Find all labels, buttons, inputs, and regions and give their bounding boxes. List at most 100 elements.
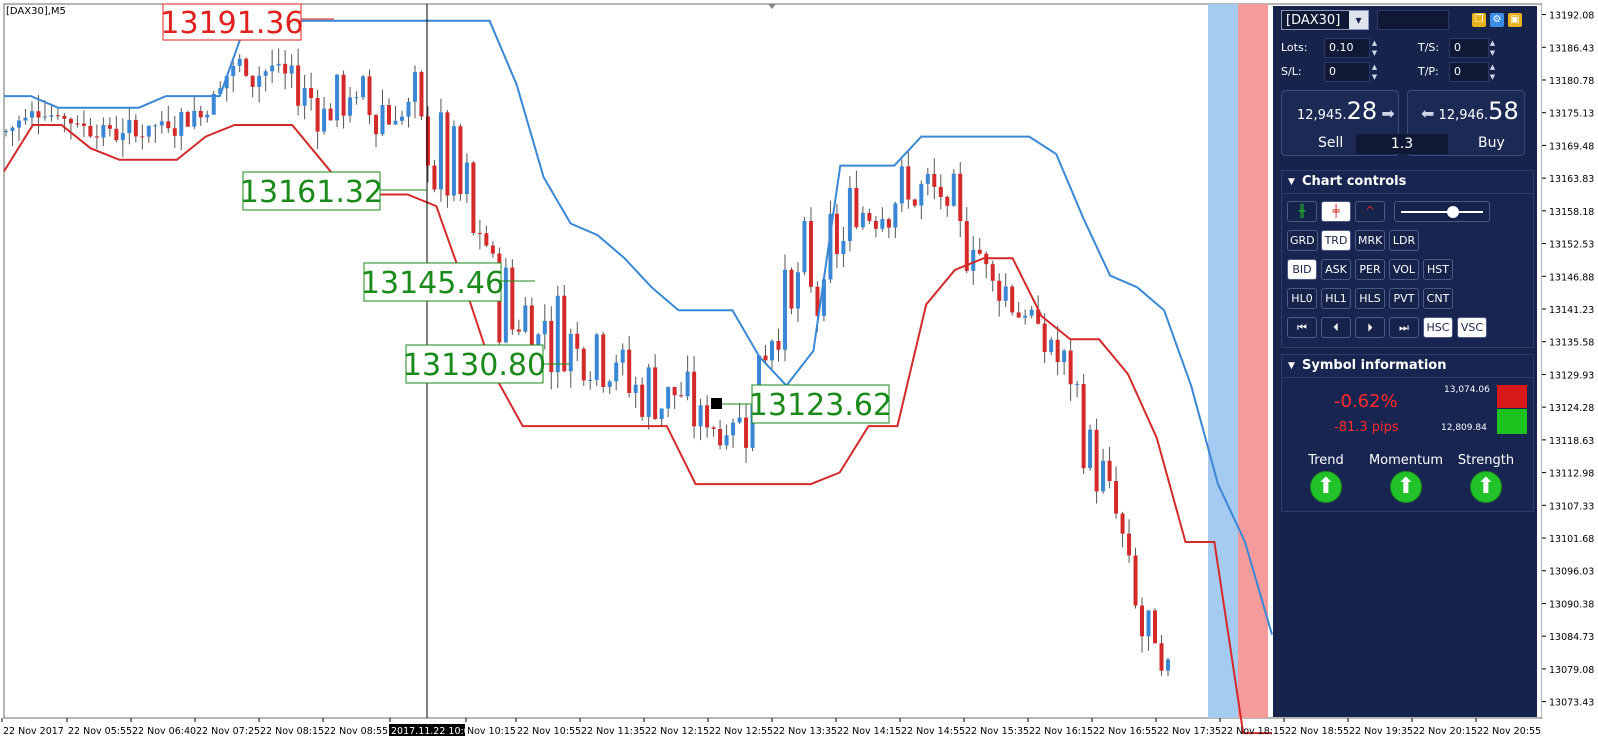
buy-label: Buy xyxy=(1478,135,1505,151)
buy-button[interactable]: ⬅ 12,946.58 Buy xyxy=(1407,90,1525,156)
price-label-frame xyxy=(242,171,381,211)
control-button-vol[interactable]: VOL xyxy=(1389,259,1419,280)
candle-body xyxy=(68,118,73,124)
control-button-hsc[interactable]: HSC xyxy=(1423,317,1453,338)
candle-body xyxy=(562,295,567,372)
low-bar xyxy=(1497,409,1527,434)
line-chart-icon: ^ xyxy=(1364,204,1376,218)
candle-body xyxy=(575,333,580,349)
candle-body xyxy=(906,166,911,200)
lots-stepper[interactable]: ▲ ▼ xyxy=(1371,39,1378,57)
next-icon[interactable]: ⏵ xyxy=(1355,317,1385,338)
tp-label: T/P: xyxy=(1418,65,1439,78)
y-tick-label: 13175.13 xyxy=(1549,109,1594,120)
chart-controls-section: ▼ Chart controls ╫ ╪ ^ GRD TRD MRK LDR BID AS… xyxy=(1281,170,1534,348)
price-label-box[interactable]: 13130.80 xyxy=(403,344,570,384)
price-label-frame xyxy=(162,3,302,41)
spread-value: 1.3 xyxy=(1356,134,1448,154)
control-button-hst[interactable]: HST xyxy=(1423,259,1453,280)
y-tick-label: 13146.88 xyxy=(1549,272,1594,283)
x-tick-label: 22 Nov 07:25 xyxy=(196,726,260,737)
candle-body xyxy=(646,367,651,417)
control-button-cnt[interactable]: CNT xyxy=(1423,288,1453,309)
price-label-box[interactable]: 13161.32 xyxy=(240,171,427,211)
control-button-trd[interactable]: TRD xyxy=(1321,230,1351,251)
control-button-hls[interactable]: HLS xyxy=(1355,288,1385,309)
candle-body xyxy=(412,71,417,102)
copy-icon[interactable]: ❐ xyxy=(1472,13,1486,27)
control-button-hl0[interactable]: HL0 xyxy=(1287,288,1317,309)
candle-body xyxy=(367,76,372,116)
prev-icon[interactable]: ⏴ xyxy=(1321,317,1351,338)
x-tick-label: 22 Nov 14:55 xyxy=(901,726,965,737)
sl-stepper[interactable]: ▲ ▼ xyxy=(1371,63,1378,81)
symbol-info-section: ▼ Symbol information -0.62% -81.3 pips 13… xyxy=(1281,354,1534,512)
sell-label: Sell xyxy=(1318,135,1344,151)
candle-body xyxy=(153,125,158,127)
candle-body xyxy=(542,320,547,335)
candle-body xyxy=(4,130,8,133)
candle-body xyxy=(1101,460,1106,492)
candle-body xyxy=(244,58,249,76)
zoom-slider[interactable] xyxy=(1394,201,1490,222)
ts-stepper[interactable]: ▲ ▼ xyxy=(1489,39,1496,57)
chevron-down-icon[interactable]: ▾ xyxy=(1349,11,1368,29)
zoom-slider-track xyxy=(1401,211,1483,213)
zoom-slider-handle[interactable] xyxy=(1447,206,1459,218)
candle-body xyxy=(1049,339,1054,352)
last-icon[interactable]: ⏭ xyxy=(1389,317,1419,338)
upper-channel-line xyxy=(4,19,1273,635)
candle-body xyxy=(335,74,340,121)
symbol-field[interactable] xyxy=(1377,10,1449,30)
control-button-mrk[interactable]: MRK xyxy=(1355,230,1386,251)
candle-body xyxy=(23,117,28,121)
price-label-text: 13130.80 xyxy=(403,348,546,383)
control-button-ldr[interactable]: LDR xyxy=(1389,230,1419,251)
candle-body xyxy=(1042,323,1047,352)
first-icon[interactable]: ⏮ xyxy=(1287,317,1317,338)
gear-icon[interactable]: ⚙ xyxy=(1490,13,1504,27)
candle-body xyxy=(588,379,593,381)
candle-chart-button[interactable]: ╪ xyxy=(1321,201,1351,222)
y-tick-label: 13084.73 xyxy=(1549,632,1594,643)
control-button-pvt[interactable]: PVT xyxy=(1389,288,1419,309)
lots-input[interactable]: 0.10 xyxy=(1324,38,1370,58)
x-tick-label: 22 Nov 18:15 xyxy=(1221,726,1285,737)
marker-square[interactable] xyxy=(711,398,722,409)
price-label-box[interactable]: 13123.62 xyxy=(722,384,892,424)
line-chart-button[interactable]: ^ xyxy=(1355,201,1385,222)
price-label-text: 13161.32 xyxy=(240,175,383,210)
candle-body xyxy=(679,395,684,397)
chart-controls-header[interactable]: ▼ Chart controls xyxy=(1282,171,1533,194)
ts-input[interactable]: 0 xyxy=(1449,38,1489,58)
candle-body xyxy=(270,65,275,72)
window-icon[interactable]: ▣ xyxy=(1508,13,1522,27)
price-label-frame xyxy=(363,262,502,302)
control-button-vsc[interactable]: VSC xyxy=(1457,317,1487,338)
candle-body xyxy=(711,427,716,429)
control-button-hl1[interactable]: HL1 xyxy=(1321,288,1351,309)
tp-input[interactable]: 0 xyxy=(1449,62,1489,82)
price-label-box[interactable]: 13191.36 xyxy=(160,3,334,41)
candle-body xyxy=(685,371,690,397)
y-tick-label: 13079.08 xyxy=(1549,665,1594,676)
sl-input[interactable]: 0 xyxy=(1324,62,1370,82)
candle-body xyxy=(1159,643,1164,671)
y-tick-label: 13186.43 xyxy=(1549,43,1594,54)
sell-button[interactable]: 12,945.28 ➡ Sell xyxy=(1281,90,1399,156)
symbol-info-header[interactable]: ▼ Symbol information xyxy=(1282,355,1533,378)
price-label-box[interactable]: 13145.46 xyxy=(361,262,535,302)
candle-body xyxy=(36,111,41,118)
control-button-per[interactable]: PER xyxy=(1355,259,1385,280)
candle-body xyxy=(893,203,898,228)
candle-body xyxy=(1068,350,1073,385)
symbol-select[interactable]: [DAX30] ▾ xyxy=(1281,10,1369,30)
bar-chart-button[interactable]: ╫ xyxy=(1287,201,1317,222)
tp-stepper[interactable]: ▲ ▼ xyxy=(1489,63,1496,81)
symbol-info-title: Symbol information xyxy=(1302,358,1447,373)
candle-body xyxy=(1120,513,1125,534)
control-button-grd[interactable]: GRD xyxy=(1287,230,1318,251)
control-button-ask[interactable]: ASK xyxy=(1321,259,1351,280)
y-tick-label: 13129.93 xyxy=(1549,370,1594,381)
control-button-bid[interactable]: BID xyxy=(1287,259,1317,280)
